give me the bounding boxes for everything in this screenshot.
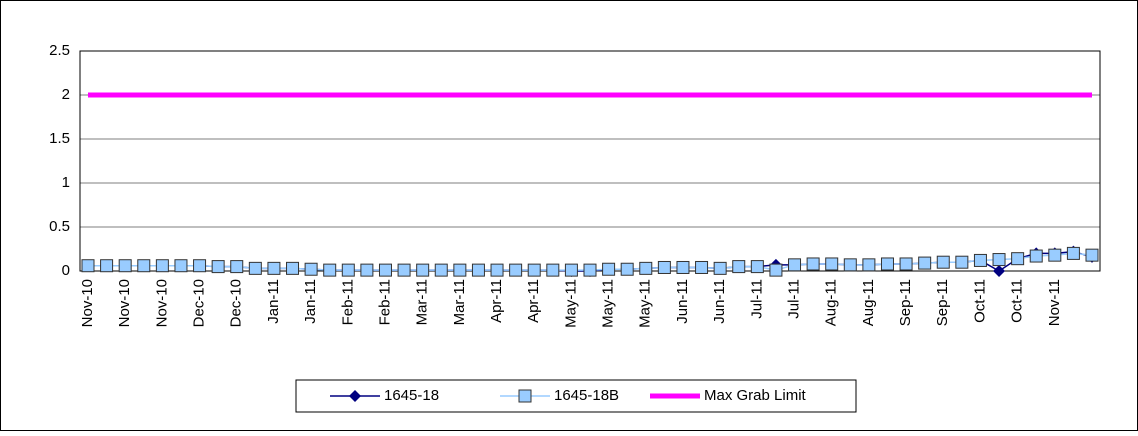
marker <box>527 263 541 277</box>
marker <box>695 260 709 274</box>
marker <box>657 260 671 274</box>
y-tick-label: 0 <box>62 262 70 279</box>
x-tick-label: Jul-11 <box>748 279 765 319</box>
marker <box>118 259 132 273</box>
x-tick-label: Dec-10 <box>228 279 245 327</box>
marker <box>434 263 448 277</box>
x-tick-label: Mar-11 <box>414 279 431 325</box>
marker <box>993 265 1006 277</box>
y-tick-label: 1.5 <box>49 130 70 147</box>
marker <box>286 261 300 275</box>
marker <box>936 255 950 269</box>
marker <box>899 257 913 271</box>
legend-box <box>295 379 857 413</box>
marker <box>304 262 318 276</box>
marker <box>973 253 987 267</box>
marker <box>788 258 802 272</box>
marker <box>490 263 504 277</box>
marker <box>769 263 783 277</box>
y-tick-label: 2 <box>62 86 70 103</box>
marker <box>360 263 374 277</box>
marker <box>564 263 578 277</box>
marker <box>843 258 857 272</box>
x-tick-label: Mar-11 <box>451 279 468 325</box>
x-tick-label: Sep-11 <box>934 279 951 326</box>
x-tick-label: Jul-11 <box>785 279 802 319</box>
x-tick-label: Oct-11 <box>971 279 988 323</box>
x-tick-label: Apr-11 <box>525 279 542 323</box>
marker <box>230 260 244 274</box>
x-tick-label: May-11 <box>600 279 617 328</box>
marker <box>639 261 653 275</box>
legend-label: Max Grab Limit <box>704 387 807 404</box>
x-tick-label: Jan-11 <box>302 279 319 324</box>
marker <box>378 263 392 277</box>
y-tick-label: 0.5 <box>49 218 70 235</box>
x-tick-label: Jun-11 <box>674 279 691 324</box>
marker <box>193 259 207 273</box>
x-tick-label: Aug-11 <box>860 279 877 326</box>
marker <box>137 259 151 273</box>
marker <box>1048 248 1062 262</box>
marker <box>509 263 523 277</box>
x-tick-label: Nov-11 <box>1046 279 1063 326</box>
marker <box>732 260 746 274</box>
marker <box>1011 252 1025 266</box>
marker <box>341 263 355 277</box>
x-tick-label: Nov-10 <box>116 279 133 327</box>
legend-marker <box>349 390 361 402</box>
legend-marker <box>518 389 532 403</box>
marker <box>676 260 690 274</box>
marker <box>620 262 634 276</box>
x-tick-label: Sep-11 <box>897 279 914 326</box>
marker <box>100 259 114 273</box>
x-tick-label: Jun-11 <box>711 279 728 324</box>
marker <box>713 261 727 275</box>
marker <box>155 259 169 273</box>
marker <box>81 259 95 273</box>
marker <box>1029 249 1043 263</box>
x-tick-label: May-11 <box>562 279 579 328</box>
x-tick-label: Jan-11 <box>265 279 282 324</box>
x-tick-label: Feb-11 <box>339 279 356 325</box>
marker <box>416 263 430 277</box>
y-tick-label: 2.5 <box>49 42 70 59</box>
x-tick-label: Aug-11 <box>823 279 840 326</box>
x-tick-label: Apr-11 <box>488 279 505 323</box>
marker <box>750 260 764 274</box>
marker <box>174 259 188 273</box>
marker <box>602 262 616 276</box>
marker <box>397 263 411 277</box>
x-tick-label: Feb-11 <box>376 279 393 325</box>
marker <box>955 255 969 269</box>
marker <box>825 257 839 271</box>
y-tick-label: 1 <box>62 174 70 191</box>
legend-label: 1645-18B <box>554 387 619 404</box>
x-tick-label: Oct-11 <box>1009 279 1026 323</box>
x-tick-label: Dec-10 <box>191 279 208 327</box>
legend-label: 1645-18 <box>384 387 439 404</box>
marker <box>453 263 467 277</box>
marker <box>862 258 876 272</box>
marker <box>1066 246 1080 260</box>
marker <box>1085 248 1099 262</box>
marker <box>918 256 932 270</box>
marker <box>546 263 560 277</box>
x-tick-label: May-11 <box>637 279 654 328</box>
marker <box>471 263 485 277</box>
marker <box>880 257 894 271</box>
marker <box>211 260 225 274</box>
marker <box>992 253 1006 267</box>
x-tick-label: Nov-10 <box>153 279 170 327</box>
marker <box>323 263 337 277</box>
marker <box>583 263 597 277</box>
marker <box>248 261 262 275</box>
marker <box>806 257 820 271</box>
x-tick-label: Nov-10 <box>79 279 96 327</box>
marker <box>267 261 281 275</box>
